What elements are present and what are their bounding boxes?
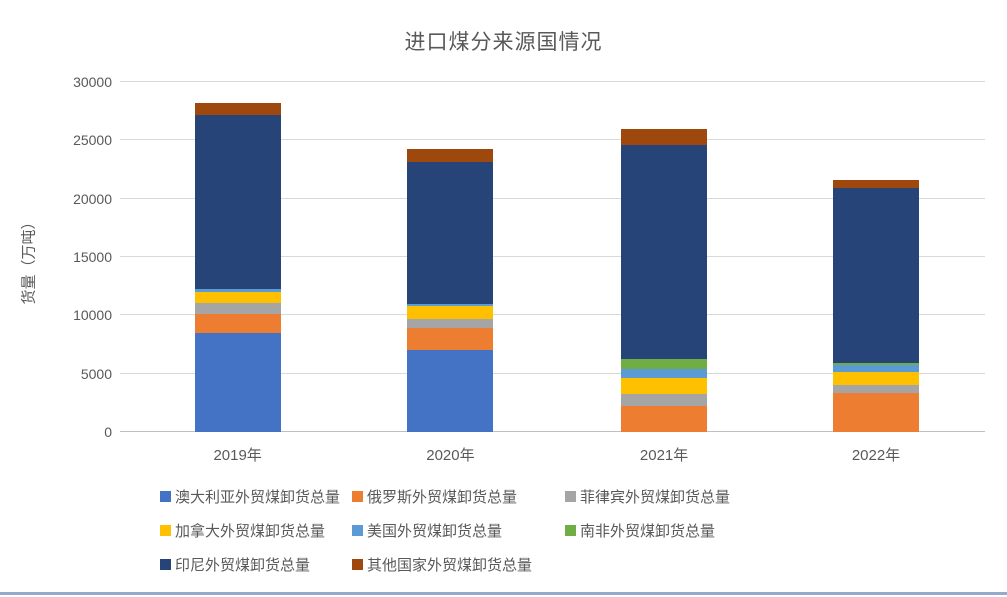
bar-2021年: [621, 129, 708, 432]
bar-segment-2020年-加拿大外贸煤卸货总量[interactable]: [407, 306, 494, 319]
legend-item-南非外贸煤卸货总量[interactable]: 南非外贸煤卸货总量: [565, 520, 715, 541]
y-tick-label-0: 0: [104, 424, 112, 440]
bar-segment-2021年-加拿大外贸煤卸货总量[interactable]: [621, 378, 708, 394]
bar-segment-2022年-南非外贸煤卸货总量[interactable]: [833, 363, 919, 366]
x-tick-label-2021年: 2021年: [639, 447, 689, 464]
y-tick-label-15000: 15000: [73, 249, 112, 265]
legend-swatch-icon: [565, 525, 576, 536]
x-tick-label-2020年: 2020年: [426, 447, 475, 464]
legend-swatch-icon: [160, 559, 171, 570]
legend-row-3: 印尼外贸煤卸货总量 其他国家外贸煤卸货总量: [160, 554, 920, 575]
bar-segment-2021年-美国外贸煤卸货总量[interactable]: [621, 369, 708, 379]
legend-label: 菲律宾外贸煤卸货总量: [580, 489, 731, 506]
legend-swatch-icon: [352, 525, 363, 536]
bar-segment-2022年-其他国家外贸煤卸货总量[interactable]: [833, 180, 919, 189]
y-tick-label-20000: 20000: [73, 190, 112, 207]
bar-segment-2020年-其他国家外贸煤卸货总量[interactable]: [407, 149, 494, 162]
bar-segment-2019年-澳大利亚外贸煤卸货总量[interactable]: [194, 332, 281, 432]
y-axis-title: 货量（万吨）: [20, 214, 38, 305]
legend-swatch-icon: [565, 491, 576, 502]
gridline-15000: [120, 256, 985, 257]
legend-item-美国外贸煤卸货总量[interactable]: 美国外贸煤卸货总量: [352, 520, 565, 541]
legend-label: 加拿大外贸煤卸货总量: [175, 523, 326, 540]
gridline-25000: [120, 139, 985, 141]
legend-swatch-icon: [352, 491, 363, 502]
bar-segment-2019年-印尼外贸煤卸货总量[interactable]: [194, 115, 281, 290]
chart-title: 进口煤分来源国情况: [404, 31, 603, 54]
legend-label: 其他国家外贸煤卸货总量: [367, 557, 533, 574]
bar-segment-2022年-美国外贸煤卸货总量[interactable]: [833, 365, 919, 373]
x-tick-label-2022年: 2022年: [851, 447, 901, 464]
legend-label: 印尼外贸煤卸货总量: [175, 557, 311, 574]
legend-item-加拿大外贸煤卸货总量[interactable]: 加拿大外贸煤卸货总量: [160, 520, 352, 541]
bar-segment-2019年-俄罗斯外贸煤卸货总量[interactable]: [194, 314, 281, 333]
y-tick-label-25000: 25000: [73, 132, 112, 149]
y-tick-label-5000: 5000: [80, 365, 112, 382]
bar-segment-2022年-加拿大外贸煤卸货总量[interactable]: [833, 372, 919, 386]
bottom-border: [0, 592, 1007, 595]
legend-item-其他国家外贸煤卸货总量[interactable]: 其他国家外贸煤卸货总量: [352, 554, 565, 575]
bar-segment-2019年-美国外贸煤卸货总量[interactable]: [194, 289, 281, 293]
legend-label: 俄罗斯外贸煤卸货总量: [367, 489, 518, 506]
bar-segment-2019年-其他国家外贸煤卸货总量[interactable]: [194, 103, 281, 116]
bar-segment-2021年-俄罗斯外贸煤卸货总量[interactable]: [621, 405, 708, 432]
bar-segment-2021年-菲律宾外贸煤卸货总量[interactable]: [621, 393, 708, 406]
legend-item-印尼外贸煤卸货总量[interactable]: 印尼外贸煤卸货总量: [160, 554, 352, 575]
gridline-5000: [120, 372, 985, 374]
gridline-20000: [120, 197, 985, 199]
legend-row-1: 澳大利亚外贸煤卸货总量 俄罗斯外贸煤卸货总量 菲律宾外贸煤卸货总量: [160, 486, 920, 507]
bar-2022年: [833, 180, 919, 432]
legend-swatch-icon: [160, 491, 171, 502]
bar-segment-2021年-印尼外贸煤卸货总量[interactable]: [621, 145, 708, 360]
legend-label: 澳大利亚外贸煤卸货总量: [175, 489, 341, 506]
bar-segment-2020年-菲律宾外贸煤卸货总量[interactable]: [407, 318, 494, 328]
bar-segment-2020年-美国外贸煤卸货总量[interactable]: [407, 303, 494, 307]
legend-swatch-icon: [352, 559, 363, 570]
bar-2019年: [194, 103, 281, 432]
bar-segment-2020年-印尼外贸煤卸货总量[interactable]: [407, 161, 494, 304]
y-tick-label-30000: 30000: [73, 74, 112, 90]
bar-segment-2021年-其他国家外贸煤卸货总量[interactable]: [621, 129, 708, 146]
bar-segment-2020年-澳大利亚外贸煤卸货总量[interactable]: [407, 350, 494, 432]
bar-segment-2022年-俄罗斯外贸煤卸货总量[interactable]: [833, 393, 919, 432]
bar-segment-2021年-南非外贸煤卸货总量[interactable]: [621, 359, 708, 370]
legend-swatch-icon: [160, 525, 171, 536]
bar-segment-2022年-印尼外贸煤卸货总量[interactable]: [833, 188, 919, 364]
legend-item-澳大利亚外贸煤卸货总量[interactable]: 澳大利亚外贸煤卸货总量: [160, 486, 352, 507]
bar-2020年: [407, 149, 494, 432]
legend-label: 美国外贸煤卸货总量: [367, 523, 503, 540]
bar-segment-2020年-俄罗斯外贸煤卸货总量[interactable]: [407, 327, 494, 351]
bar-segment-2022年-菲律宾外贸煤卸货总量[interactable]: [833, 385, 919, 394]
legend: 澳大利亚外贸煤卸货总量 俄罗斯外贸煤卸货总量 菲律宾外贸煤卸货总量加拿大外贸煤卸货总…: [160, 486, 920, 588]
y-tick-label-10000: 10000: [73, 307, 112, 324]
legend-item-俄罗斯外贸煤卸货总量[interactable]: 俄罗斯外贸煤卸货总量: [352, 486, 565, 507]
gridline-10000: [120, 314, 985, 316]
gridline-30000: [120, 81, 985, 82]
x-tick-label-2019年: 2019年: [213, 447, 262, 464]
legend-label: 南非外贸煤卸货总量: [580, 523, 716, 540]
legend-item-菲律宾外贸煤卸货总量[interactable]: 菲律宾外贸煤卸货总量: [565, 486, 730, 507]
bar-segment-2019年-加拿大外贸煤卸货总量[interactable]: [194, 292, 281, 303]
gridline-0: [120, 431, 985, 432]
legend-row-2: 加拿大外贸煤卸货总量 美国外贸煤卸货总量 南非外贸煤卸货总量: [160, 520, 920, 541]
plot-area: [120, 81, 985, 432]
bar-segment-2019年-菲律宾外贸煤卸货总量[interactable]: [194, 302, 281, 315]
